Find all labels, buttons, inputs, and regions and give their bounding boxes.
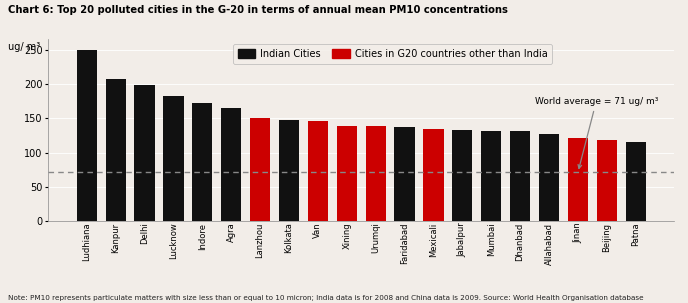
Bar [365,126,386,221]
Text: Note: PM10 represents particulate matters with size less than or equal to 10 mic: Note: PM10 represents particulate matter… [8,295,644,301]
Bar [596,140,617,221]
Bar [192,103,213,221]
Bar [336,126,357,221]
Bar [279,120,299,221]
Bar [568,138,588,221]
Bar [452,130,473,221]
Bar [134,85,155,221]
Bar [539,134,559,221]
Bar [394,127,415,221]
Text: ug/ m³: ug/ m³ [8,42,41,52]
Bar [221,108,241,221]
Bar [481,131,502,221]
Bar [250,118,270,221]
Bar [76,50,97,221]
Bar [423,128,444,221]
Bar [308,121,328,221]
Text: Chart 6: Top 20 polluted cities in the G-20 in terms of annual mean PM10 concent: Chart 6: Top 20 polluted cities in the G… [8,5,508,15]
Bar [105,79,126,221]
Bar [510,131,530,221]
Bar [625,142,646,221]
Bar [163,96,184,221]
Text: World average = 71 ug/ m³: World average = 71 ug/ m³ [535,97,658,168]
Legend: Indian Cities, Cities in G20 countries other than India: Indian Cities, Cities in G20 countries o… [233,44,552,64]
